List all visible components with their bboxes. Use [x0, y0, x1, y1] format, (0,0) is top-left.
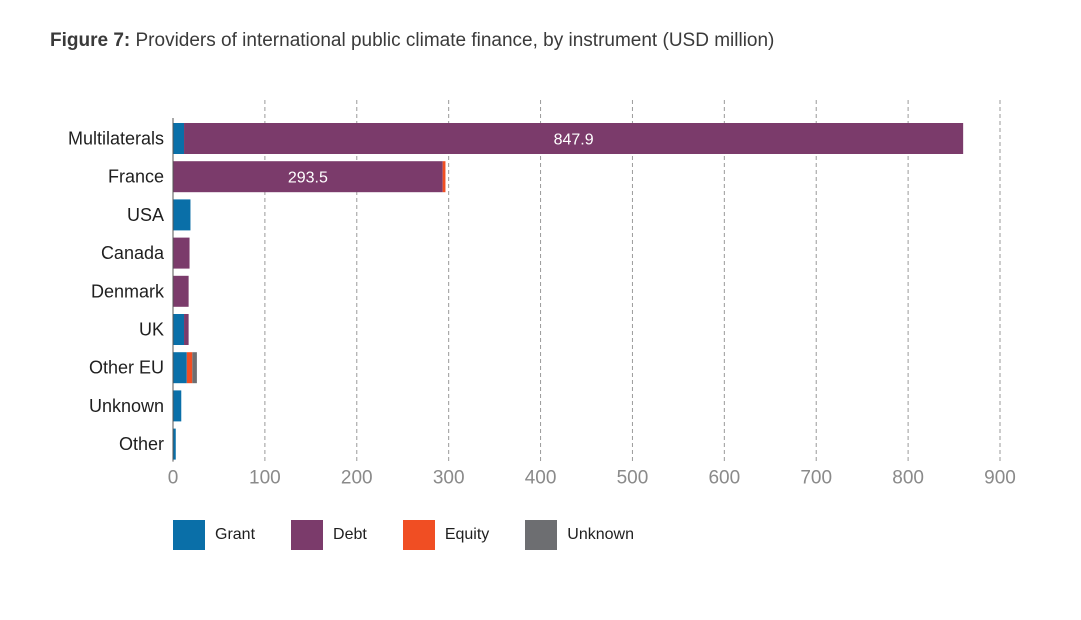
x-tick-label-300: 300 [433, 468, 465, 489]
x-tick-label-0: 0 [168, 468, 179, 489]
bar-uk-debt [184, 314, 189, 345]
legend-swatch-grant [173, 520, 205, 550]
y-tick-label-multilaterals: Multilaterals [68, 129, 164, 149]
y-tick-label-denmark: Denmark [91, 281, 165, 301]
legend-label-unknown: Unknown [567, 526, 634, 543]
legend-swatch-unknown [525, 520, 558, 550]
legend-label-equity: Equity [444, 526, 490, 543]
x-tick-label-800: 800 [892, 468, 924, 489]
bar-multilaterals-grant [173, 123, 185, 154]
bar-other-grant [173, 428, 176, 460]
bar-chart: 847.9 293.5 0 100 200 300 400 500 600 700 800 900 M… [68, 100, 1016, 489]
x-tick-label-600: 600 [708, 468, 740, 489]
bar-other-eu-grant [173, 352, 187, 384]
bar-canada-debt [173, 237, 190, 269]
bar-france-debt [173, 161, 443, 193]
legend-item-unknown: Unknown [525, 520, 634, 550]
figure-number: Figure 7: [50, 30, 131, 51]
legend-label-grant: Grant [215, 526, 256, 543]
y-tick-label-usa: USA [127, 205, 164, 225]
bar-usa-grant [173, 199, 191, 231]
data-label-france: 293.5 [288, 170, 328, 187]
bar-layer [173, 123, 964, 460]
y-tick-label-other-eu: Other EU [89, 358, 164, 378]
legend-item-debt: Debt [291, 520, 367, 550]
y-tick-label-france: France [108, 167, 164, 187]
label-layer: 847.9 293.5 [288, 132, 594, 187]
y-tick-label-canada: Canada [101, 243, 165, 263]
bar-multilaterals-debt [184, 123, 964, 154]
legend-swatch-equity [402, 520, 435, 550]
bar-france-equity [442, 161, 446, 193]
x-tick-label-100: 100 [249, 468, 281, 489]
legend-label-debt: Debt [333, 526, 367, 543]
bar-unknown-grant [173, 390, 182, 422]
data-label-multilaterals: 847.9 [554, 132, 594, 149]
y-tick-label-uk: UK [139, 320, 164, 340]
x-tick-label-400: 400 [525, 468, 557, 489]
bar-uk-grant [173, 314, 185, 345]
x-tick-label-200: 200 [341, 468, 373, 489]
bar-other-eu-unknown [192, 352, 197, 384]
legend-swatch-debt [291, 520, 324, 550]
chart-title: Figure 7: Providers of international pub… [50, 30, 774, 52]
x-tick-label-700: 700 [800, 468, 832, 489]
legend-item-equity: Equity [402, 520, 490, 550]
x-tick-label-500: 500 [617, 468, 649, 489]
y-tick-label-unknown: Unknown [89, 396, 164, 416]
bar-other-eu-equity [186, 352, 193, 384]
bar-denmark-debt [173, 275, 189, 307]
y-tick-label-other: Other [119, 434, 164, 454]
legend: Grant Debt Equity Unknown [173, 520, 670, 550]
figure-caption: Providers of international public climat… [130, 30, 775, 51]
grid-layer [264, 100, 1001, 462]
legend-item-grant: Grant [173, 520, 255, 550]
x-tick-label-900: 900 [984, 468, 1016, 489]
axis-layer: 0 100 200 300 400 500 600 700 800 900 Multilateral… [68, 118, 1016, 489]
